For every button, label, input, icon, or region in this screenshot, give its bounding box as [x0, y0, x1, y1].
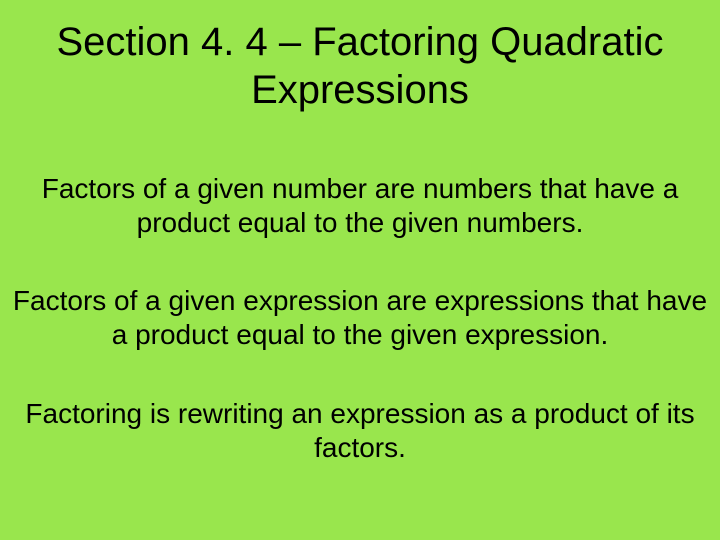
body-paragraph: Factors of a given number are numbers th… [4, 172, 716, 240]
body-paragraph: Factoring is rewriting an expression as … [4, 397, 716, 465]
slide-title: Section 4. 4 – Factoring Quadratic Expre… [4, 18, 716, 114]
body-paragraph: Factors of a given expression are expres… [4, 284, 716, 352]
